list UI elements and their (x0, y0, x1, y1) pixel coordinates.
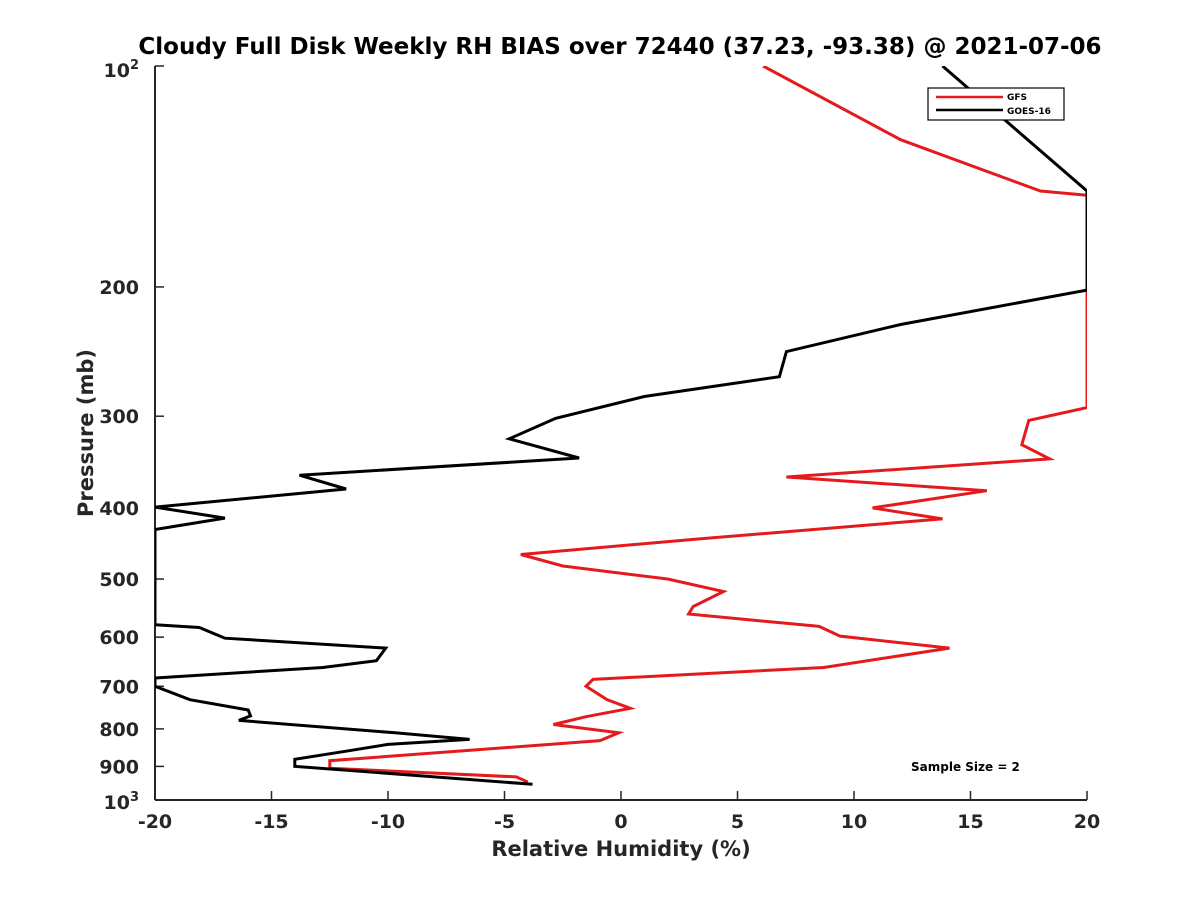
svg-text:102: 102 (104, 58, 140, 82)
y-tick-label: 300 (99, 406, 139, 428)
sample-size-annotation: Sample Size = 2 (911, 760, 1020, 774)
y-tick-label: 800 (99, 719, 139, 741)
x-tick-label: -20 (138, 811, 172, 833)
x-tick-label: 20 (1074, 811, 1100, 833)
x-tick-label: 10 (841, 811, 867, 833)
y-tick-bottom-base: 10 (104, 792, 130, 814)
y-axis-label: Pressure (mb) (74, 349, 98, 517)
y-tick-label-bottom: 103 (104, 790, 140, 814)
series-line-gfs (328, 66, 1087, 784)
legend-box (927, 87, 1065, 121)
x-tick-label: 0 (614, 811, 627, 833)
y-tick-bottom-exp: 3 (130, 790, 139, 805)
y-tick-top-base: 10 (104, 60, 130, 82)
y-tick-label: 500 (99, 569, 139, 591)
legend: GFS GOES-16 (927, 87, 1065, 121)
x-tick-label: -5 (494, 811, 515, 833)
y-tick-top-exp: 2 (130, 58, 139, 73)
series-lines (155, 66, 1087, 786)
series-line-goes16 (155, 66, 1087, 786)
legend-label-gfs: GFS (1007, 93, 1027, 103)
chart-title: Cloudy Full Disk Weekly RH BIAS over 724… (138, 34, 1101, 60)
x-tick-label: 15 (957, 811, 983, 833)
x-axis-ticks: -20 -15 -10 -5 0 5 10 15 20 (138, 791, 1100, 833)
x-axis-label: Relative Humidity (%) (491, 837, 750, 861)
y-tick-label: 700 (99, 676, 139, 698)
y-tick-label: 400 (99, 498, 139, 520)
x-tick-label: -15 (254, 811, 288, 833)
legend-label-goes16: GOES-16 (1007, 107, 1051, 117)
x-tick-label: 5 (731, 811, 744, 833)
x-tick-label: -10 (371, 811, 405, 833)
y-tick-label: 200 (99, 277, 139, 299)
y-tick-label-top: 102 (104, 58, 140, 82)
y-tick-label: 900 (99, 756, 139, 778)
svg-text:103: 103 (104, 790, 140, 814)
y-axis-ticks: 200 300 400 500 600 700 800 900 (99, 65, 164, 801)
y-tick-label: 600 (99, 627, 139, 649)
